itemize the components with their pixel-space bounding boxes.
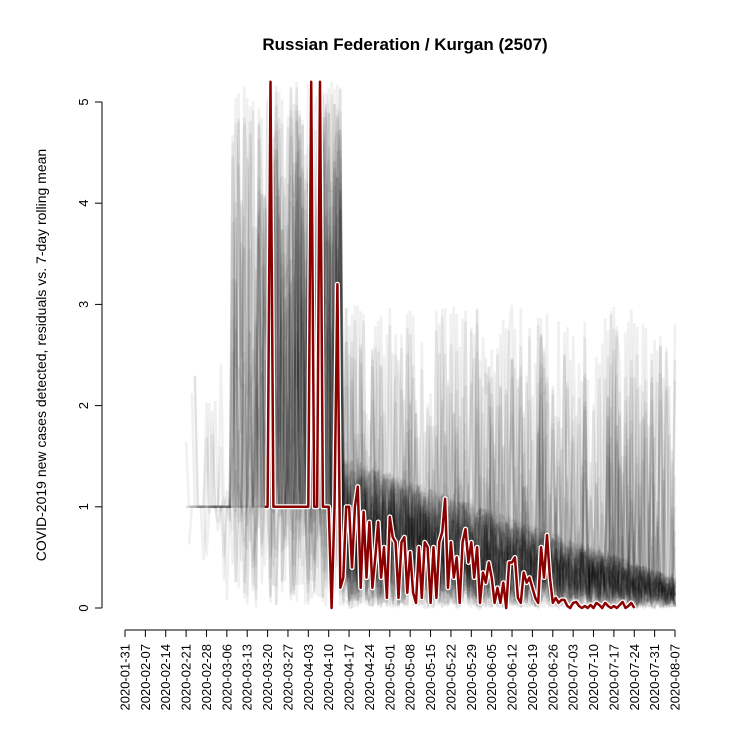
background-series-line [353,315,677,612]
x-tick-label: 2020-04-10 [321,644,336,711]
y-tick-label: 2 [76,402,91,409]
main-series-line [264,80,636,610]
x-tick-label: 2020-06-12 [505,644,520,711]
background-series-line [257,88,677,609]
x-tick-label: 2020-03-13 [240,644,255,711]
y-tick-label: 1 [76,503,91,510]
background-series-line [342,309,677,608]
background-series-line [263,83,676,609]
background-series-line [229,123,676,606]
x-tick-label: 2020-02-28 [199,644,214,711]
x-tick-label: 2020-07-03 [566,644,581,711]
background-series-line [330,275,677,606]
background-series-line [226,109,677,608]
background-series-line [337,313,677,609]
x-tick-label: 2020-05-15 [423,644,438,711]
background-series-line [257,107,677,611]
x-tick-label: 2020-04-24 [362,644,377,711]
x-tick-label: 2020-07-31 [647,644,662,711]
background-series-line [209,205,677,608]
y-tick-label: 5 [76,98,91,105]
chart-title: Russian Federation / Kurgan (2507) [262,35,547,54]
x-tick-label: 2020-02-21 [179,644,194,711]
background-series-line [211,110,677,609]
x-tick-label: 2020-02-07 [138,644,153,711]
x-tick-label: 2020-05-29 [464,644,479,711]
x-tick-label: 2020-07-10 [586,644,601,711]
background-series-line [305,117,677,610]
x-tick-label: 2020-03-06 [219,644,234,711]
y-axis: 0 1 2 3 4 5 [76,98,103,612]
background-series-line [336,214,677,612]
x-tick-label: 2020-01-31 [118,644,133,711]
background-series-line [312,158,677,610]
background-series-line [283,84,676,609]
x-tick-label: 2020-04-17 [342,644,357,711]
background-series-line [212,93,677,608]
x-tick-label: 2020-03-20 [260,644,275,711]
x-tick-label: 2020-06-26 [545,644,560,711]
background-series-line [277,87,677,610]
background-series-line [209,86,677,610]
x-tick-label: 2020-04-03 [301,644,316,711]
y-tick-label: 3 [76,301,91,308]
x-tick-label: 2020-08-07 [668,644,683,711]
y-axis-label: COVID-2019 new cases detected, residuals… [33,149,49,561]
x-tick-label: 2020-05-01 [382,644,397,711]
background-series-line [212,110,677,609]
x-tick-label: 2020-03-27 [280,644,295,711]
y-tick-label: 4 [76,200,91,207]
x-tick-label: 2020-02-14 [158,644,173,711]
background-series-line [309,112,677,607]
x-tick-label: 2020-06-05 [484,644,499,711]
x-axis: 2020-01-31 2020-02-07 2020-02-14 2020-02-21… [118,629,683,711]
x-tick-label: 2020-07-17 [606,644,621,711]
background-series-group [184,81,677,612]
y-tick-label: 0 [76,604,91,611]
x-tick-label: 2020-07-24 [627,644,642,711]
x-tick-label: 2020-06-19 [525,644,540,711]
x-tick-label: 2020-05-08 [403,644,418,711]
x-tick-label: 2020-05-22 [443,644,458,711]
background-series-line [339,210,676,611]
background-series-line [334,182,677,607]
main-series-group [264,79,637,611]
